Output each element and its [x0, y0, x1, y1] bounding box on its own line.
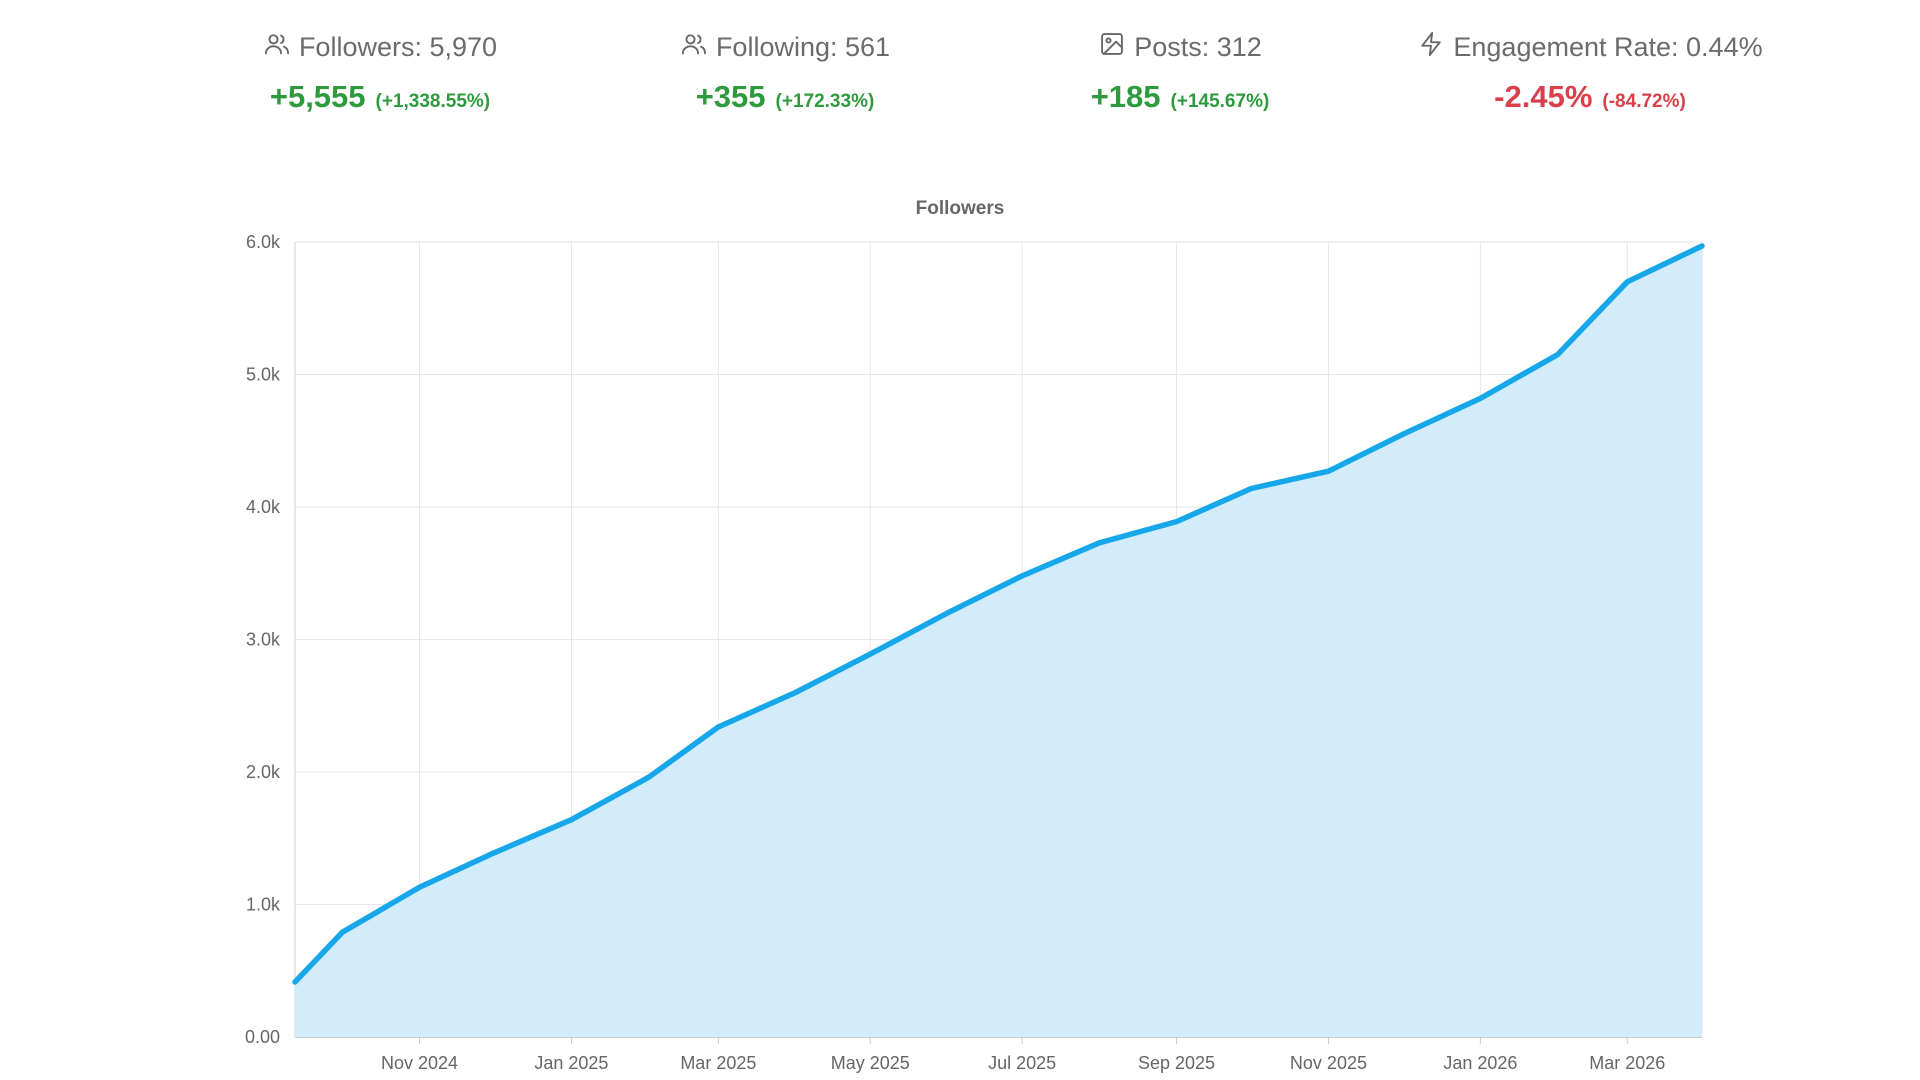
x-tick-label: Mar 2026 [1589, 1053, 1665, 1073]
x-tick-label: Jul 2025 [988, 1053, 1056, 1073]
stat-engagement-rate: Engagement Rate: 0.44% -2.45% (-84.72%) [1360, 30, 1820, 115]
stat-following: Following: 561 +355 (+172.33%) [575, 30, 995, 115]
image-icon [1098, 30, 1126, 65]
x-tick-label: Nov 2025 [1290, 1053, 1367, 1073]
stat-change-percent: (+172.33%) [775, 91, 875, 112]
y-tick-label: 6.0k [246, 232, 281, 252]
x-tick-label: Nov 2024 [381, 1053, 458, 1073]
stat-change-percent: (-84.72%) [1602, 91, 1686, 112]
stat-label: Following: 561 [715, 32, 891, 62]
stat-change-value: +185 [1090, 79, 1161, 114]
lightning-icon [1417, 30, 1445, 65]
y-tick-label: 2.0k [246, 762, 281, 782]
stat-change-value: +5,555 [269, 79, 366, 114]
stat-followers: Followers: 5,970 +5,555 (+1,338.55%) [170, 30, 590, 115]
stat-label: Followers: 5,970 [298, 32, 498, 62]
stat-label: Posts: 312 [1134, 32, 1262, 62]
stats-bar: Followers: 5,970 +5,555 (+1,338.55%) Fol… [0, 0, 1920, 140]
followers-area-fill [295, 246, 1702, 1037]
y-tick-label: 3.0k [246, 630, 281, 650]
stat-label: Engagement Rate: 0.44% [1453, 32, 1763, 62]
y-tick-label: 0.00 [245, 1027, 280, 1047]
x-tick-label: Mar 2025 [680, 1053, 756, 1073]
followers-series-line [292, 243, 1705, 985]
y-tick-label: 4.0k [246, 497, 281, 517]
users-icon [263, 30, 291, 65]
stat-posts: Posts: 312 +185 (+145.67%) [970, 30, 1390, 115]
x-tick-label: Jan 2025 [534, 1053, 608, 1073]
stat-change-value: +355 [695, 79, 766, 114]
x-tick-label: May 2025 [831, 1053, 910, 1073]
x-tick-label: Jan 2026 [1443, 1053, 1517, 1073]
y-tick-label: 1.0k [246, 895, 281, 915]
y-tick-label: 5.0k [246, 365, 281, 385]
stat-change-value: -2.45% [1494, 79, 1593, 114]
stat-change-percent: (+1,338.55%) [375, 91, 491, 112]
stat-change-percent: (+145.67%) [1170, 91, 1270, 112]
chart-title: Followers [915, 198, 1005, 219]
users-icon [680, 30, 708, 65]
x-tick-label: Sep 2025 [1138, 1053, 1215, 1073]
